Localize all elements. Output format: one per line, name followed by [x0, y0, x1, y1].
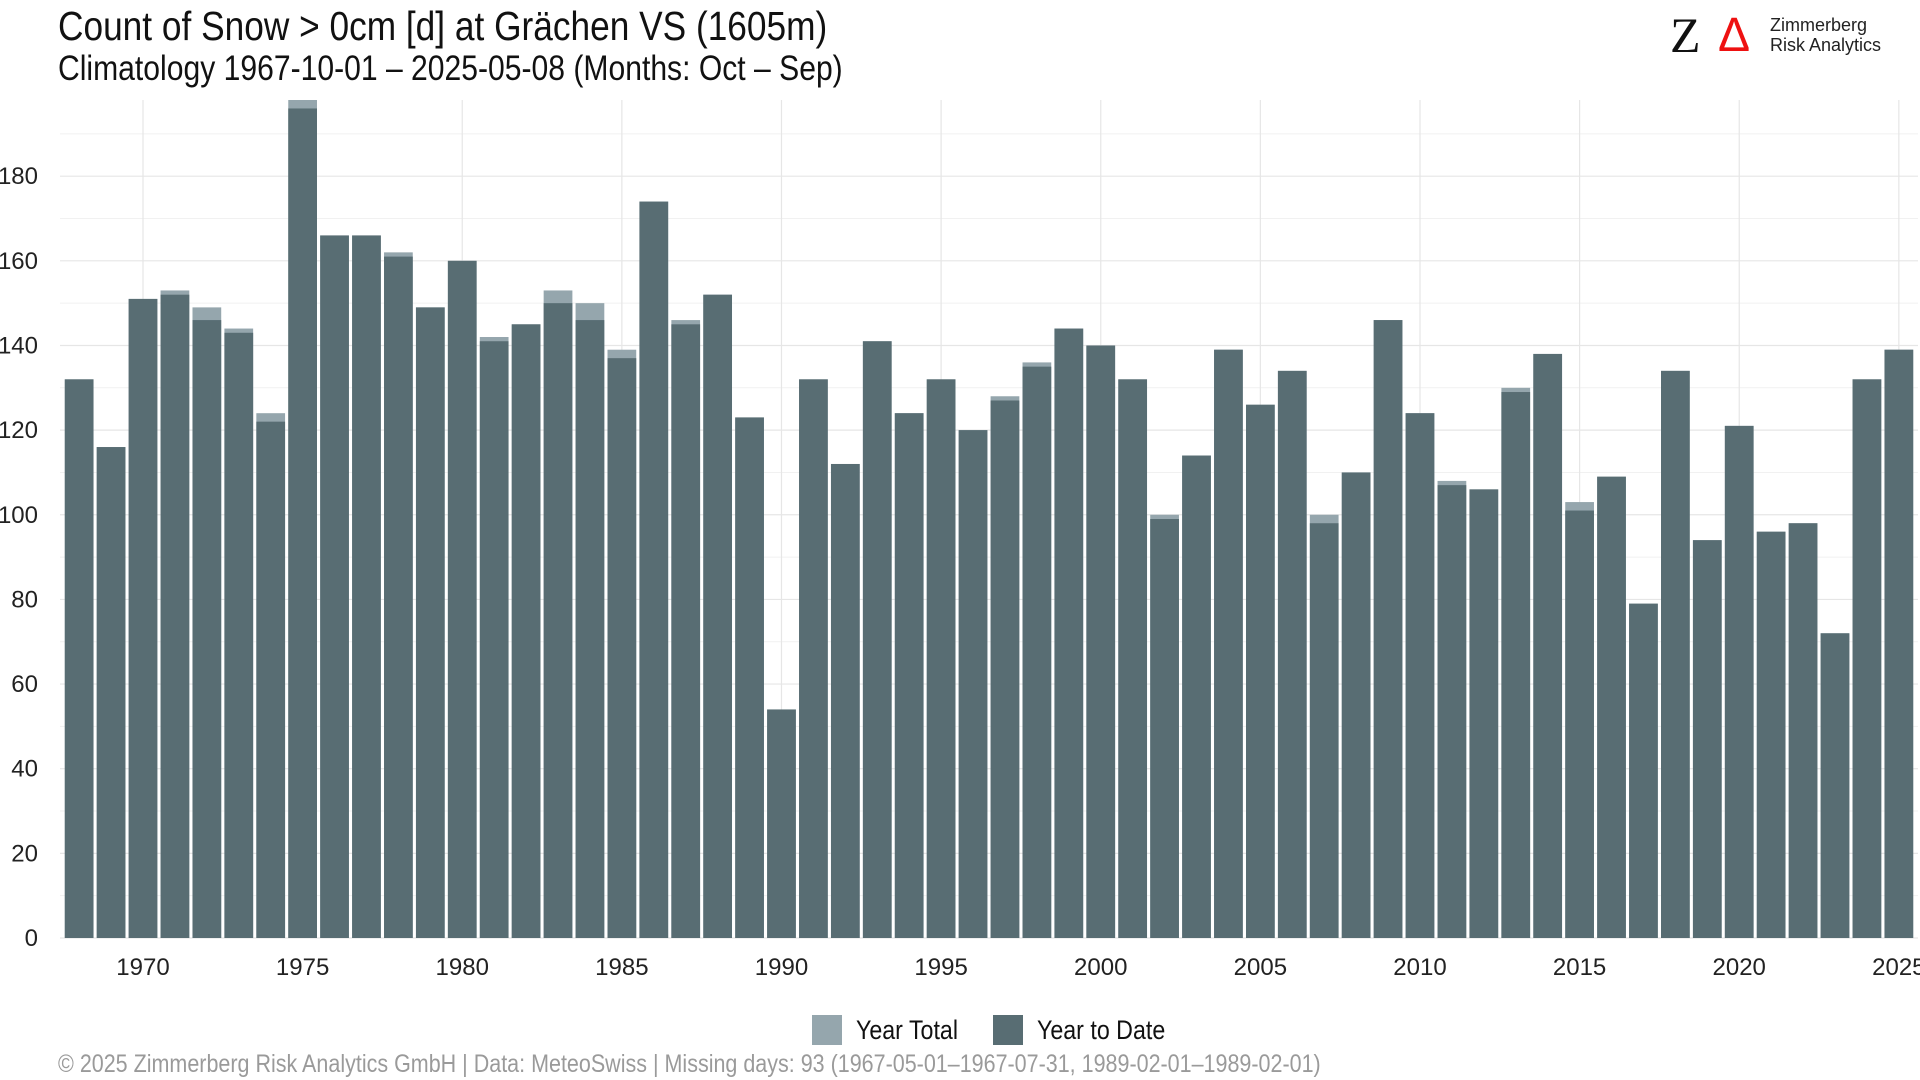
y-tick-label: 40 — [11, 756, 38, 783]
x-tick-label: 1990 — [755, 954, 808, 981]
bar-year-to-date-1983 — [543, 303, 573, 939]
bar-year-to-date-1971 — [160, 294, 190, 938]
x-tick-label: 2025 — [1872, 954, 1920, 981]
bar-year-to-date-1970 — [128, 298, 158, 938]
bar-year-to-date-1974 — [256, 421, 286, 938]
bar-year-to-date-2012 — [1469, 489, 1499, 938]
bar-year-to-date-1997 — [990, 400, 1020, 938]
bar-year-to-date-1982 — [511, 324, 541, 939]
bar-year-to-date-1990 — [767, 709, 796, 938]
legend-label-year-to-date: Year to Date — [1036, 1014, 1165, 1045]
legend-swatch-year-total — [812, 1015, 842, 1045]
x-tick-label: 2005 — [1234, 954, 1287, 981]
y-tick-label: 100 — [0, 502, 38, 529]
bar-year-to-date-2020 — [1724, 425, 1754, 938]
x-tick-label: 2020 — [1713, 954, 1766, 981]
x-tick-label: 1975 — [276, 954, 329, 981]
x-tick-label: 1985 — [595, 954, 648, 981]
bar-year-to-date-2005 — [1245, 404, 1275, 938]
y-tick-label: 80 — [11, 586, 38, 613]
logo-z-mark: Z — [1670, 7, 1701, 63]
bar-year-to-date-1973 — [224, 332, 254, 938]
chart-title: Count of Snow > 0cm [d] at Grächen VS (1… — [58, 3, 828, 49]
company-logo: Z Δ Zimmerberg Risk Analytics — [1670, 7, 1890, 63]
bar-year-to-date-1986 — [639, 201, 669, 939]
bar-year-to-date-1969 — [96, 447, 126, 938]
x-tick-label: 1980 — [436, 954, 489, 981]
bar-year-to-date-1984 — [575, 320, 605, 938]
logo-line-2: Risk Analytics — [1770, 35, 1882, 55]
bar-year-to-date-1994 — [894, 413, 924, 939]
bar-year-to-date-2014 — [1533, 353, 1563, 938]
bar-year-to-date-1979 — [415, 307, 445, 938]
bar-year-to-date-1999 — [1054, 328, 1084, 939]
bar-year-to-date-2023 — [1820, 633, 1850, 938]
legend-item-year-to-date: Year to Date — [992, 1014, 1186, 1046]
y-tick-label: 160 — [0, 248, 38, 275]
bar-year-to-date-1968 — [64, 379, 94, 938]
bar-year-to-date-1980 — [447, 260, 477, 939]
bar-year-to-date-2017 — [1629, 603, 1658, 938]
footer-caption: © 2025 Zimmerberg Risk Analytics GmbH | … — [58, 1050, 1321, 1078]
y-tick-label: 180 — [0, 163, 38, 190]
bar-year-to-date-1978 — [384, 256, 413, 938]
bar-year-to-date-2024 — [1852, 379, 1882, 938]
bar-year-to-date-2008 — [1341, 472, 1371, 938]
bar-year-to-date-1995 — [926, 379, 956, 938]
y-tick-label: 0 — [25, 925, 38, 952]
bar-year-to-date-2016 — [1597, 476, 1626, 938]
bar-year-to-date-1989 — [735, 417, 764, 938]
bar-year-to-date-2002 — [1150, 519, 1179, 938]
bar-year-to-date-1987 — [671, 324, 701, 939]
bar-year-to-date-2021 — [1756, 531, 1786, 938]
legend: Year Total Year to Date — [812, 1014, 1204, 1046]
bar-year-to-date-2018 — [1661, 370, 1690, 939]
bar-year-to-date-2007 — [1309, 523, 1339, 938]
y-tick-label: 60 — [11, 671, 38, 698]
chart-subtitle: Climatology 1967-10-01 – 2025-05-08 (Mon… — [58, 49, 843, 88]
bar-year-to-date-1992 — [830, 463, 860, 938]
x-tick-label: 1970 — [116, 954, 169, 981]
bar-year-to-date-2025 — [1884, 349, 1914, 939]
bar-year-to-date-2009 — [1373, 320, 1403, 938]
y-tick-label: 140 — [0, 332, 38, 359]
bar-year-to-date-2013 — [1501, 392, 1531, 939]
bar-year-to-date-1988 — [703, 294, 733, 938]
bar-year-to-date-2001 — [1118, 379, 1148, 938]
bar-year-to-date-1993 — [862, 341, 892, 938]
bar-year-to-date-1972 — [192, 320, 222, 938]
bar-year-to-date-2006 — [1277, 370, 1307, 939]
y-tick-label: 20 — [11, 840, 38, 867]
bar-year-to-date-2004 — [1214, 349, 1243, 939]
legend-label-year-total: Year Total — [856, 1014, 959, 1045]
bar-year-to-date-2010 — [1405, 413, 1435, 939]
bar-year-to-date-1985 — [607, 358, 637, 938]
bar-year-to-date-2019 — [1692, 540, 1722, 938]
bar-year-to-date-1998 — [1022, 366, 1052, 938]
bar-year-to-date-2011 — [1437, 485, 1467, 938]
bar-year-to-date-1981 — [479, 341, 509, 938]
x-tick-label: 1995 — [914, 954, 967, 981]
logo-text: Zimmerberg Risk Analytics — [1770, 15, 1881, 55]
x-tick-label: 2000 — [1074, 954, 1127, 981]
y-tick-label: 120 — [0, 417, 38, 444]
logo-line-1: Zimmerberg — [1770, 15, 1868, 35]
x-tick-label: 2010 — [1393, 954, 1446, 981]
bar-year-to-date-2022 — [1788, 523, 1818, 938]
bar-year-to-date-1991 — [799, 379, 828, 938]
logo-delta-mark: Δ — [1718, 9, 1751, 62]
legend-swatch-year-to-date — [992, 1015, 1023, 1045]
bar-chart: 0 20 40 60 80 100 120 140 160 180 1970 1975 1980 1985… — [0, 100, 1920, 981]
x-tick-label: 2015 — [1553, 954, 1606, 981]
bar-year-to-date-2000 — [1086, 345, 1116, 939]
bar-year-to-date-2015 — [1565, 510, 1594, 938]
bar-year-to-date-2003 — [1182, 455, 1211, 938]
bar-year-to-date-1976 — [320, 235, 349, 939]
bar-year-to-date-1996 — [958, 430, 988, 938]
bar-year-to-date-1975 — [288, 108, 317, 938]
legend-item-year-total: Year Total — [812, 1015, 975, 1046]
bar-year-to-date-1977 — [352, 235, 381, 939]
